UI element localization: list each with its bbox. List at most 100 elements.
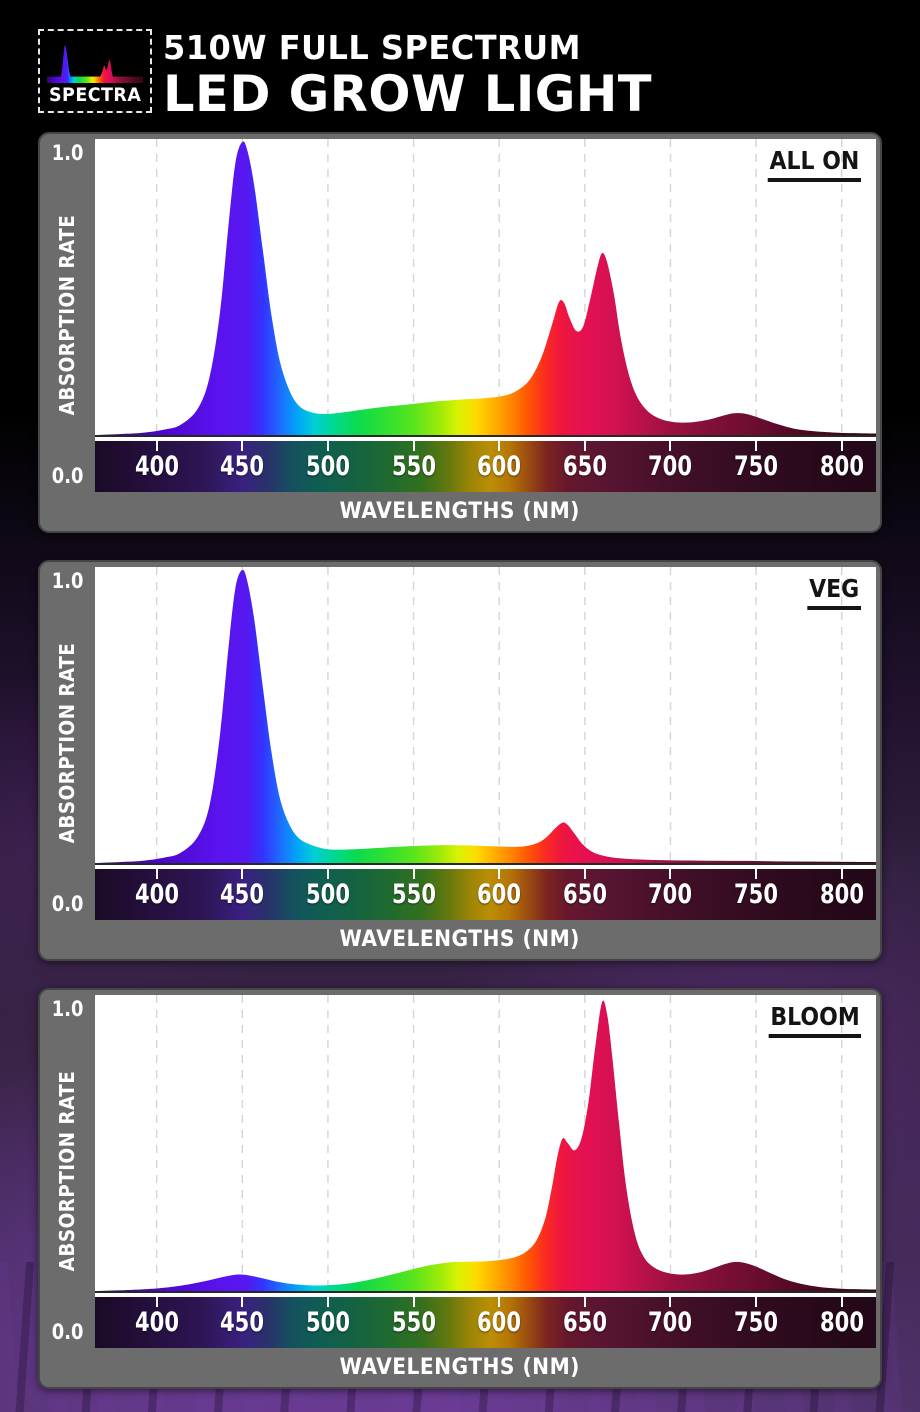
x-tick-label: 400 (134, 1307, 179, 1338)
x-tick-label: 500 (305, 879, 350, 910)
x-tick-mark (583, 869, 586, 879)
x-tick-mark (412, 1297, 415, 1307)
x-tick-label: 650 (562, 451, 607, 482)
x-tick-label: 650 (562, 879, 607, 910)
x-tick-mark (755, 869, 758, 879)
x-tick-mark (412, 869, 415, 879)
x-axis-band: 400 450 500 550 600 650 700 750 800 (95, 441, 876, 492)
y-axis-title-wrap: ABSORPTION RATE (40, 592, 95, 894)
title-line1: 510W FULL SPECTRUM (163, 28, 582, 67)
logo-spectrum-icon (47, 45, 143, 83)
y-max-label: 1.0 (51, 997, 84, 1021)
chart-panel-bloom: 1.0 ABSORPTION RATE 0.0 BLOOM 400 450 500 5… (38, 988, 882, 1389)
x-tick-label: 800 (819, 1307, 864, 1338)
y-axis-title: ABSORPTION RATE (55, 642, 80, 844)
x-tick-label: 750 (734, 1307, 779, 1338)
x-axis-title-bar: WAVELENGTHS (NM) (40, 492, 880, 531)
x-tick-label: 450 (220, 1307, 265, 1338)
x-tick-mark (583, 1297, 586, 1307)
x-tick-mark (241, 1297, 244, 1307)
x-axis-title-bar: WAVELENGTHS (NM) (40, 1348, 880, 1387)
x-tick-label: 450 (220, 451, 265, 482)
spectrum-curve (95, 995, 876, 1291)
y-min-label: 0.0 (51, 1320, 84, 1344)
x-tick-label: 550 (391, 1307, 436, 1338)
x-tick-mark (155, 441, 158, 451)
x-tick-label: 650 (562, 1307, 607, 1338)
mode-badge-all-on: ALL ON (767, 148, 861, 182)
x-tick-mark (840, 869, 843, 879)
y-axis-sidebar: 1.0 ABSORPTION RATE 0.0 (40, 134, 95, 492)
x-tick-mark (326, 1297, 329, 1307)
x-tick-mark (498, 441, 501, 451)
x-tick-label: 500 (305, 1307, 350, 1338)
mode-badge-veg: VEG (807, 576, 861, 610)
y-min-label: 0.0 (51, 464, 84, 488)
x-tick-label: 450 (220, 879, 265, 910)
y-max-label: 1.0 (51, 569, 84, 593)
x-tick-label: 600 (477, 451, 522, 482)
plot-area: VEG (95, 567, 876, 863)
x-tick-mark (155, 1297, 158, 1307)
x-tick-mark (241, 869, 244, 879)
y-axis-title: ABSORPTION RATE (55, 214, 80, 416)
x-tick-mark (669, 869, 672, 879)
x-tick-mark (326, 869, 329, 879)
chart-panel-all-on: 1.0 ABSORPTION RATE 0.0 ALL ON 400 450 500… (38, 132, 882, 533)
x-tick-mark (755, 441, 758, 451)
x-tick-mark (155, 869, 158, 879)
x-tick-label: 550 (391, 879, 436, 910)
mode-badge-bloom: BLOOM (768, 1004, 861, 1038)
x-tick-mark (241, 441, 244, 451)
plot-area: ALL ON (95, 139, 876, 435)
y-axis-sidebar: 1.0 ABSORPTION RATE 0.0 (40, 990, 95, 1348)
y-min-label: 0.0 (51, 892, 84, 916)
x-tick-label: 700 (648, 451, 693, 482)
x-tick-mark (840, 1297, 843, 1307)
x-tick-mark (840, 441, 843, 451)
y-axis-title-wrap: ABSORPTION RATE (40, 164, 95, 466)
x-axis-title: WAVELENGTHS (NM) (339, 1355, 581, 1380)
x-tick-mark (498, 869, 501, 879)
x-tick-mark (583, 441, 586, 451)
x-tick-mark (326, 441, 329, 451)
title-block: 510W FULL SPECTRUM LED GROW LIGHT (163, 28, 657, 124)
x-tick-label: 800 (819, 879, 864, 910)
x-tick-label: 700 (648, 1307, 693, 1338)
x-tick-label: 500 (305, 451, 350, 482)
x-tick-mark (669, 1297, 672, 1307)
x-tick-mark (498, 1297, 501, 1307)
spectrum-curve (95, 567, 876, 863)
x-axis-title: WAVELENGTHS (NM) (339, 927, 581, 952)
x-tick-label: 400 (134, 451, 179, 482)
title-line2: LED GROW LIGHT (163, 65, 653, 124)
x-axis-band: 400 450 500 550 600 650 700 750 800 (95, 1297, 876, 1348)
x-axis-title: WAVELENGTHS (NM) (339, 499, 581, 524)
x-tick-label: 400 (134, 879, 179, 910)
x-axis-line (95, 863, 876, 869)
spectrum-curve (95, 139, 876, 435)
x-tick-mark (755, 1297, 758, 1307)
x-axis-line (95, 435, 876, 441)
header: SPECTRA 510W FULL SPECTRUM LED GROW LIGH… (0, 0, 920, 132)
y-max-label: 1.0 (51, 141, 84, 165)
y-axis-sidebar: 1.0 ABSORPTION RATE 0.0 (40, 562, 95, 920)
chart-panel-veg: 1.0 ABSORPTION RATE 0.0 VEG 400 450 500 550… (38, 560, 882, 961)
x-axis-line (95, 1291, 876, 1297)
x-tick-mark (669, 441, 672, 451)
x-tick-label: 800 (819, 451, 864, 482)
y-axis-title: ABSORPTION RATE (55, 1070, 80, 1272)
x-tick-label: 700 (648, 879, 693, 910)
x-tick-label: 550 (391, 451, 436, 482)
x-tick-label: 600 (477, 879, 522, 910)
spectra-logo: SPECTRA (38, 29, 152, 113)
x-axis-title-bar: WAVELENGTHS (NM) (40, 920, 880, 959)
x-axis-band: 400 450 500 550 600 650 700 750 800 (95, 869, 876, 920)
logo-text: SPECTRA (48, 84, 142, 106)
x-tick-label: 750 (734, 451, 779, 482)
x-tick-mark (412, 441, 415, 451)
x-tick-label: 750 (734, 879, 779, 910)
x-tick-label: 600 (477, 1307, 522, 1338)
plot-area: BLOOM (95, 995, 876, 1291)
